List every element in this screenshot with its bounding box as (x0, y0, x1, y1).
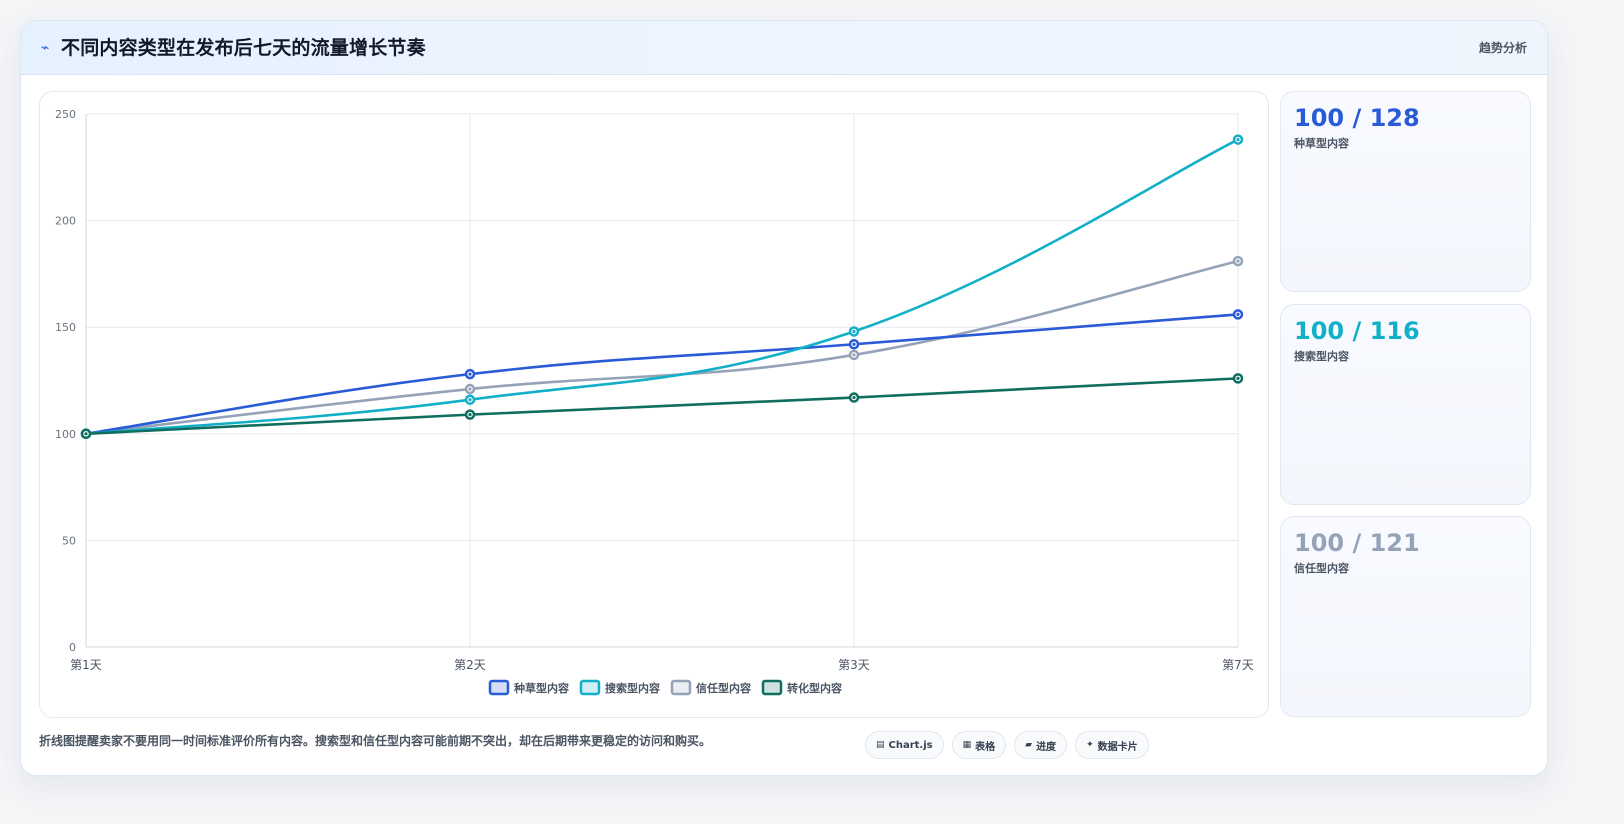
data-point-core (852, 395, 856, 400)
data-point-core (468, 387, 472, 391)
stat-label: 搜索型内容 (1294, 350, 1349, 363)
data-point-core (468, 372, 472, 376)
chip-group: ▤ Chart.js ▦ 表格 ▰ 进度 ✦ 数据卡片 (865, 731, 1149, 759)
legend-label: 搜索型内容 (605, 681, 660, 695)
header-tag: 趋势分析 (1478, 41, 1527, 55)
chart-panel: 0 50 100 150 200 250 第1天 第2天 第3天 第7天种草型内容 搜索型内容 信任型… (39, 91, 1269, 718)
data-point-core (1236, 137, 1240, 142)
x-tick-label: 第2天 (454, 658, 486, 672)
y-tick-label: 100 (55, 428, 76, 441)
x-tick-label: 第7天 (1222, 658, 1254, 672)
y-tick-label: 200 (55, 215, 76, 228)
stat-value: 100 / 121 (1294, 529, 1420, 557)
trend-line-icon: ⌁ (41, 40, 50, 56)
legend-swatch (579, 679, 601, 696)
stat-value: 100 / 128 (1294, 104, 1420, 132)
series-line-3 (84, 377, 1240, 436)
stat-label: 种草型内容 (1294, 137, 1349, 150)
y-tick-label: 50 (62, 534, 76, 547)
data-point-core (468, 413, 472, 417)
data-point-core (468, 398, 472, 402)
chip-table[interactable]: ▦ 表格 (951, 731, 1007, 759)
progress-icon: ▰ (1025, 740, 1033, 750)
chart-card: ⌁ 不同内容类型在发布后七天的流量增长节奏 趋势分析 0 50 100 150 200 2… (20, 20, 1548, 776)
footer-note: 折线图提醒卖家不要用同一时间标准评价所有内容。搜索型和信任型内容可能前期不突出，… (39, 734, 712, 748)
y-tick-label: 250 (55, 108, 76, 121)
data-point-core (1236, 259, 1240, 263)
legend-label: 信任型内容 (696, 681, 751, 695)
legend-label: 种草型内容 (513, 681, 569, 695)
chip-data-card[interactable]: ✦ 数据卡片 (1075, 731, 1149, 759)
chip-label: 进度 (1036, 741, 1057, 753)
data-point-core (84, 432, 88, 436)
y-tick-label: 150 (55, 321, 76, 334)
chart-title: 不同内容类型在发布后七天的流量增长节奏 (61, 37, 426, 59)
x-tick-label: 第1天 (70, 658, 102, 672)
chip-label: Chart.js (888, 739, 933, 751)
chip-label: 表格 (975, 741, 996, 753)
stat-card-trust: 100 / 121 信任型内容 (1280, 516, 1531, 717)
chip-progress[interactable]: ▰ 进度 (1014, 731, 1068, 759)
legend-swatch (488, 679, 510, 696)
chip-chartjs[interactable]: ▤ Chart.js (865, 731, 944, 759)
legend-label: 转化型内容 (787, 681, 842, 695)
stat-card-search: 100 / 116 搜索型内容 (1280, 304, 1531, 505)
data-point-core (852, 342, 856, 346)
data-point-core (1236, 376, 1240, 380)
data-point-core (852, 353, 856, 357)
card-header: ⌁ 不同内容类型在发布后七天的流量增长节奏 趋势分析 (21, 21, 1547, 75)
stat-value: 100 / 116 (1294, 317, 1420, 345)
legend-swatch (670, 679, 692, 696)
legend-swatch (761, 679, 783, 696)
chart-icon: ▤ (876, 740, 885, 750)
sparkle-icon: ✦ (1086, 740, 1094, 750)
data-point-core (1236, 312, 1240, 317)
series-line-1 (84, 138, 1240, 436)
series-line-0 (84, 313, 1240, 436)
y-tick-label: 0 (69, 641, 76, 654)
data-point-core (852, 329, 856, 334)
stat-label: 信任型内容 (1294, 562, 1349, 575)
stat-card-seeding: 100 / 128 种草型内容 (1280, 91, 1531, 292)
chip-label: 数据卡片 (1097, 741, 1138, 753)
table-icon: ▦ (962, 740, 972, 750)
series-line-2 (84, 259, 1240, 436)
x-tick-label: 第3天 (838, 658, 870, 672)
